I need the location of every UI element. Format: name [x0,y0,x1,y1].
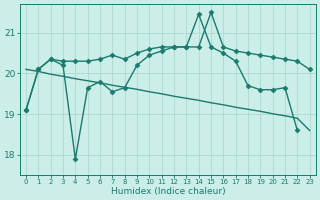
X-axis label: Humidex (Indice chaleur): Humidex (Indice chaleur) [110,187,225,196]
